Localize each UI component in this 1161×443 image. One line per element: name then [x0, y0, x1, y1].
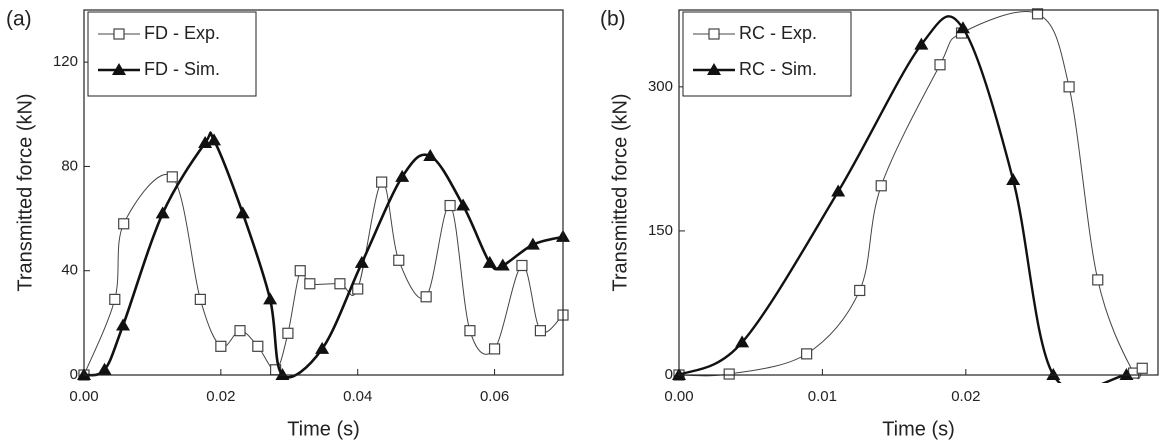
panel-label: (b) — [600, 8, 626, 31]
marker — [116, 318, 131, 331]
marker — [97, 362, 112, 375]
marker — [235, 206, 250, 219]
marker — [207, 133, 222, 146]
y-tick-label: 150 — [648, 222, 673, 239]
x-tick-label: 0.00 — [69, 388, 98, 405]
marker — [354, 255, 369, 268]
marker — [708, 28, 720, 40]
marker — [1119, 368, 1134, 380]
panel-label: (a) — [6, 8, 32, 31]
legend-box — [682, 11, 852, 97]
x-tick-label: 0.02 — [206, 388, 235, 405]
marker — [955, 21, 970, 34]
marker — [393, 254, 405, 266]
legend-label: FD - Exp. — [144, 23, 220, 43]
marker — [294, 265, 306, 277]
marker — [376, 176, 388, 188]
y-tick-label: 0 — [665, 366, 673, 383]
series-line — [84, 131, 563, 379]
x-tick-label: 0.02 — [951, 388, 980, 405]
marker — [1006, 173, 1021, 186]
marker — [420, 291, 432, 303]
marker — [304, 278, 316, 290]
marker — [315, 341, 330, 354]
x-tick-label: 0.00 — [664, 388, 693, 405]
marker — [109, 293, 121, 305]
legend-label: FD - Sim. — [144, 59, 220, 79]
marker — [488, 343, 501, 355]
marker — [334, 278, 346, 290]
marker — [723, 368, 735, 380]
marker — [495, 258, 510, 271]
marker — [934, 59, 946, 71]
marker — [423, 149, 438, 161]
marker — [1031, 8, 1044, 20]
x-axis-label: Time (s) — [882, 418, 955, 440]
marker — [1136, 362, 1148, 374]
marker — [395, 169, 410, 182]
y-tick-label: 300 — [648, 78, 673, 95]
legend-label: RC - Exp. — [739, 23, 817, 43]
marker — [166, 171, 178, 183]
marker — [516, 259, 528, 272]
marker — [735, 335, 750, 348]
marker — [282, 327, 294, 339]
marker — [444, 199, 456, 212]
marker — [1046, 368, 1061, 380]
x-tick-label: 0.04 — [343, 388, 372, 405]
marker — [252, 340, 264, 352]
y-axis-label: Transmitted force (kN) — [609, 93, 631, 291]
plot-frame — [678, 9, 1159, 376]
marker — [854, 284, 866, 297]
marker — [875, 180, 887, 192]
marker — [482, 255, 497, 268]
y-tick-label: 120 — [53, 53, 78, 70]
marker — [118, 218, 130, 230]
marker — [352, 283, 364, 295]
marker — [1063, 81, 1075, 93]
legend-box — [87, 11, 257, 97]
marker — [707, 63, 721, 75]
x-tick-label: 0.06 — [480, 388, 509, 405]
y-tick-label: 40 — [61, 262, 78, 279]
x-axis-label: Time (s) — [287, 418, 360, 440]
marker — [801, 348, 813, 360]
y-axis-label: Transmitted force (kN) — [14, 93, 36, 291]
marker — [1092, 274, 1104, 286]
marker — [456, 198, 471, 211]
series-line — [679, 15, 1127, 383]
marker — [234, 325, 246, 337]
marker — [525, 237, 540, 250]
marker — [112, 63, 126, 75]
legend-label: RC - Sim. — [739, 59, 817, 79]
marker — [263, 292, 278, 305]
marker — [275, 368, 290, 380]
marker — [215, 340, 227, 352]
x-tick-label: 0.01 — [808, 388, 837, 405]
marker — [155, 206, 170, 219]
plot-frame — [83, 9, 564, 376]
marker — [113, 28, 125, 40]
marker — [194, 293, 206, 305]
marker — [831, 184, 846, 197]
y-tick-label: 0 — [70, 366, 78, 383]
y-tick-label: 80 — [61, 157, 78, 174]
marker — [534, 325, 547, 337]
marker — [914, 37, 929, 50]
marker — [464, 325, 476, 337]
